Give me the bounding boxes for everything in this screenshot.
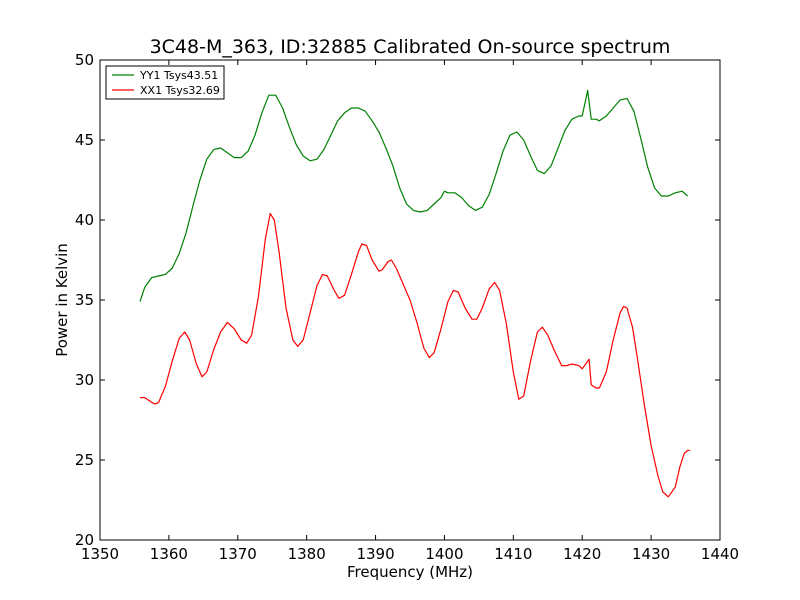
x-tick-label: 1430	[632, 545, 670, 563]
y-tick-label: 20	[75, 531, 94, 549]
y-tick-label: 35	[75, 291, 94, 309]
x-tick-label: 1410	[494, 545, 532, 563]
y-tick-label: 50	[75, 51, 94, 69]
y-tick-label: 25	[75, 451, 94, 469]
y-axis-title: Power in Kelvin	[53, 243, 71, 357]
legend: YY1 Tsys43.51 XX1 Tsys32.69	[105, 65, 225, 100]
series-line-1	[140, 213, 690, 498]
y-tick-label: 40	[75, 211, 94, 229]
x-axis-title: Frequency (MHz)	[347, 563, 473, 581]
x-tick-label: 1350	[81, 545, 119, 563]
x-tick-label: 1370	[219, 545, 257, 563]
x-tick-label: 1360	[150, 545, 188, 563]
legend-label-0: YY1 Tsys43.51	[139, 69, 218, 82]
x-tick-label: 1380	[288, 545, 326, 563]
series-line-0	[139, 89, 688, 302]
x-tick-label: 1390	[356, 545, 394, 563]
x-tick-label: 1420	[563, 545, 601, 563]
x-tick-label: 1440	[701, 545, 739, 563]
x-tick-label: 1400	[425, 545, 463, 563]
axis-ticks: 1350 1360 1370 1380 1390 1400 1410 1420 1430 1440…	[75, 51, 739, 563]
y-tick-label: 30	[75, 371, 94, 389]
legend-label-1: XX1 Tsys32.69	[140, 84, 220, 97]
legend-box	[105, 65, 225, 100]
y-tick-label: 45	[75, 131, 94, 149]
chart-title: 3C48-M_363, ID:32885 Calibrated On-sourc…	[150, 36, 671, 58]
plot-lines	[139, 89, 690, 498]
